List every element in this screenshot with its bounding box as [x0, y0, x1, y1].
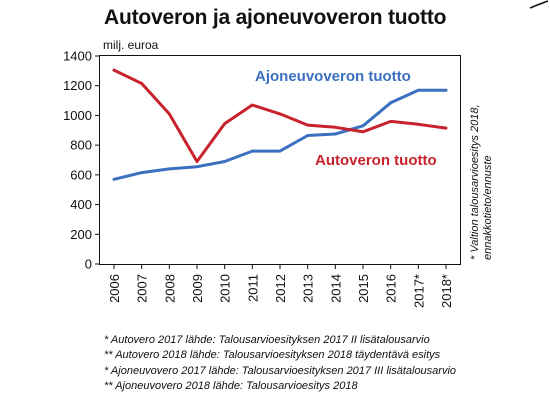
- y-tick-label: 0: [85, 257, 92, 272]
- series-label: Autoveron tuotto: [315, 152, 437, 169]
- data-point: [334, 126, 337, 129]
- data-point: [361, 124, 365, 128]
- x-tick-label: 2010: [218, 274, 233, 303]
- data-point: [389, 120, 392, 123]
- data-point: [389, 101, 392, 105]
- corner-arrow-mark: [529, 0, 549, 9]
- x-tick-label: 2007: [135, 274, 150, 303]
- y-tick-label: 600: [70, 167, 92, 182]
- x-tick-label: 2016: [384, 274, 399, 303]
- data-point: [361, 130, 365, 134]
- x-tick-label: 2013: [301, 274, 316, 303]
- y-axis-label: milj. euroa: [103, 38, 159, 52]
- data-point: [306, 123, 309, 127]
- data-point: [112, 68, 116, 72]
- y-tick-label: 1200: [63, 78, 92, 93]
- side-note-line-2: ennakkotieto/ennuste: [482, 155, 494, 260]
- x-tick-label: 2008: [162, 274, 177, 303]
- data-point: [223, 122, 226, 125]
- plot-frame: [99, 55, 461, 265]
- x-tick-label: 2009: [190, 274, 205, 303]
- line-chart: milj. euroa 0 200 400 600 800 1000 1200 1400 20…: [63, 38, 494, 308]
- data-point: [251, 103, 254, 107]
- footnotes: * Autovero 2017 lähde: Talousarvioesityk…: [104, 333, 456, 394]
- x-tick-label: 2011: [245, 274, 260, 302]
- x-tick-label: 2006: [107, 274, 122, 303]
- y-tick-label: 1400: [63, 49, 92, 64]
- y-tick-label: 400: [70, 197, 92, 212]
- footnote: ** Ajoneuvovero 2018 lähde: Talousarvioe…: [104, 379, 358, 392]
- data-point: [168, 112, 171, 116]
- data-point: [278, 149, 282, 153]
- data-point: [278, 112, 282, 116]
- x-tick-label: 2012: [273, 274, 288, 303]
- data-point: [417, 88, 420, 92]
- data-point: [417, 123, 420, 126]
- series-label: Ajoneuvoveron tuotto: [255, 68, 411, 85]
- footnote: * Ajoneuvovero 2017 lähde: Talousarvioes…: [104, 364, 457, 377]
- data-point: [444, 88, 448, 92]
- data-point: [140, 82, 143, 85]
- footnote: ** Autovero 2018 lähde: Talousarvioesity…: [104, 349, 441, 362]
- data-point: [195, 160, 199, 163]
- data-point: [444, 126, 448, 130]
- data-point: [195, 165, 199, 168]
- x-tick-label: 2015: [356, 274, 371, 303]
- x-tick-label: 2018*: [439, 274, 454, 308]
- data-point: [112, 178, 116, 181]
- data-point: [334, 132, 337, 136]
- x-tick-label: 2017*: [411, 274, 426, 308]
- y-tick-label: 200: [70, 227, 92, 242]
- y-tick-label: 800: [70, 138, 92, 153]
- data-point: [140, 171, 143, 174]
- y-tick-label: 1000: [63, 108, 92, 123]
- side-note-line-1: * Valtion talousarvioesitys 2018,: [469, 104, 481, 260]
- data-point: [251, 149, 254, 153]
- chart-title: Autoveron ja ajoneuvoveron tuotto: [104, 6, 447, 29]
- data-point: [306, 134, 309, 137]
- footnote: * Autovero 2017 lähde: Talousarvioesityk…: [104, 334, 430, 346]
- x-tick-label: 2014: [328, 274, 343, 303]
- data-point: [223, 160, 226, 163]
- data-point: [168, 167, 171, 171]
